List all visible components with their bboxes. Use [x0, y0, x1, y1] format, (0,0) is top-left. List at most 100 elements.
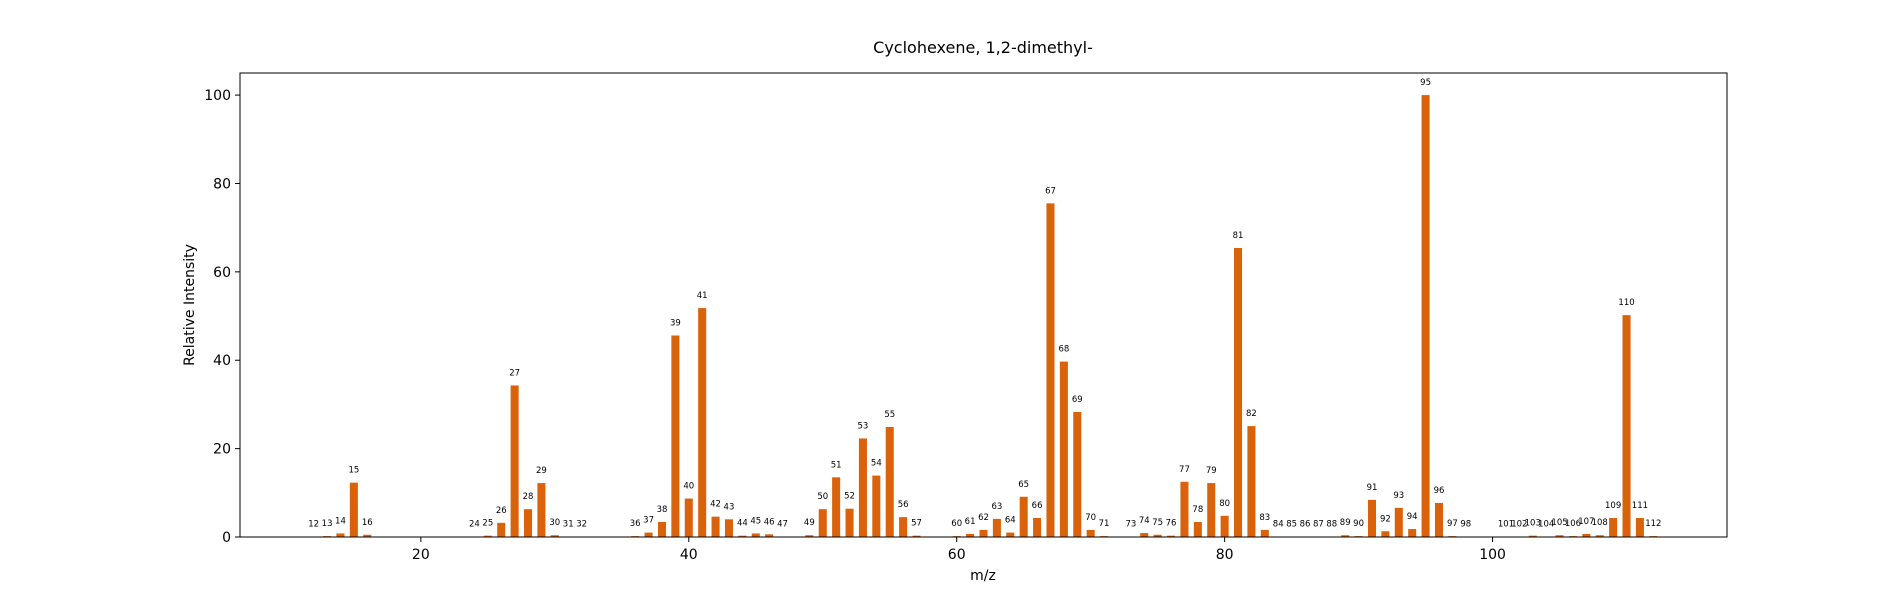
bar-mz-49 — [805, 535, 814, 537]
bar-label-mz-44: 44 — [737, 519, 748, 529]
bar-label-mz-55: 55 — [884, 410, 895, 420]
bar-label-mz-106: 106 — [1565, 519, 1581, 529]
bar-label-mz-110: 110 — [1618, 298, 1634, 308]
bar-mz-16 — [363, 534, 372, 537]
bar-mz-30 — [550, 535, 559, 537]
bar-label-mz-49: 49 — [804, 518, 815, 528]
bar-mz-77 — [1180, 481, 1189, 537]
bar-mz-80 — [1220, 515, 1229, 537]
bar-mz-44 — [738, 535, 747, 537]
bar-label-mz-112: 112 — [1645, 519, 1661, 529]
bar-mz-65 — [1019, 496, 1028, 537]
bar-label-mz-101: 101 — [1498, 520, 1514, 530]
bar-mz-39 — [671, 335, 680, 537]
bar-mz-76 — [1167, 535, 1176, 537]
bar-label-mz-32: 32 — [576, 520, 587, 530]
bar-label-mz-85: 85 — [1286, 520, 1297, 530]
bar-label-mz-26: 26 — [496, 506, 507, 516]
bar-label-mz-97: 97 — [1447, 519, 1458, 529]
bar-mz-81 — [1234, 247, 1243, 538]
bar-mz-107 — [1582, 533, 1591, 537]
y-tick-label-20: 20 — [213, 442, 231, 458]
bar-mz-103 — [1528, 535, 1537, 537]
bar-label-mz-74: 74 — [1139, 516, 1150, 526]
bar-mz-56 — [899, 517, 908, 537]
bar-label-mz-57: 57 — [911, 519, 922, 529]
bar-label-mz-109: 109 — [1605, 501, 1621, 511]
bar-mz-78 — [1193, 521, 1202, 537]
bar-label-mz-31: 31 — [563, 520, 574, 530]
bar-mz-61 — [966, 533, 975, 537]
bar-label-mz-46: 46 — [764, 517, 775, 527]
bar-label-mz-96: 96 — [1434, 486, 1445, 496]
bar-mz-74 — [1140, 533, 1149, 537]
bar-mz-45 — [751, 533, 760, 537]
bar-mz-89 — [1341, 535, 1350, 537]
x-tick-label-60: 60 — [948, 547, 966, 563]
bar-mz-29 — [537, 483, 546, 537]
bar-label-mz-12: 12 — [308, 520, 319, 530]
bar-label-mz-41: 41 — [697, 291, 708, 301]
bar-label-mz-39: 39 — [670, 318, 681, 328]
bar-label-mz-29: 29 — [536, 466, 547, 476]
bar-mz-62 — [979, 529, 988, 537]
bar-label-mz-81: 81 — [1233, 231, 1244, 241]
bar-label-mz-80: 80 — [1219, 499, 1230, 509]
bar-mz-75 — [1153, 534, 1162, 537]
bar-label-mz-91: 91 — [1367, 483, 1378, 493]
bar-mz-108 — [1595, 535, 1604, 537]
y-axis: 0 20 40 60 80 100 — [204, 88, 240, 546]
bar-label-mz-67: 67 — [1045, 186, 1056, 196]
bar-label-mz-78: 78 — [1192, 505, 1203, 515]
bar-mz-50 — [818, 509, 827, 537]
bar-mz-55 — [885, 426, 894, 537]
bar-label-mz-107: 107 — [1578, 517, 1594, 527]
bar-mz-15 — [349, 482, 358, 537]
bar-mz-79 — [1207, 483, 1216, 537]
bar-label-mz-63: 63 — [991, 502, 1002, 512]
bar-label-mz-90: 90 — [1353, 519, 1364, 529]
plot-frame — [239, 72, 1728, 538]
bar-mz-26 — [497, 522, 506, 537]
bar-mz-14 — [336, 533, 345, 537]
bar-label-mz-45: 45 — [750, 516, 761, 526]
bar-mz-93 — [1394, 507, 1403, 537]
bar-mz-67 — [1046, 203, 1055, 538]
bar-label-mz-51: 51 — [831, 460, 842, 470]
bar-label-mz-76: 76 — [1166, 519, 1177, 529]
bar-label-mz-52: 52 — [844, 492, 855, 502]
bar-mz-46 — [765, 534, 774, 537]
bar-label-mz-69: 69 — [1072, 395, 1083, 405]
bar-mz-54 — [872, 475, 881, 537]
bar-mz-94 — [1408, 529, 1417, 537]
bar-mz-91 — [1367, 499, 1377, 537]
bar-mz-83 — [1260, 529, 1269, 537]
bar-mz-111 — [1635, 518, 1644, 537]
bar-label-mz-30: 30 — [549, 518, 560, 528]
bar-label-mz-102: 102 — [1511, 520, 1527, 530]
bar-label-mz-70: 70 — [1085, 513, 1096, 523]
bar-label-mz-105: 105 — [1551, 518, 1567, 528]
bar-label-mz-62: 62 — [978, 513, 989, 523]
bar-label-mz-36: 36 — [630, 519, 641, 529]
bar-mz-38 — [657, 521, 667, 537]
x-tick-label-80: 80 — [1216, 547, 1234, 563]
bar-label-mz-50: 50 — [817, 492, 828, 502]
bar-label-mz-56: 56 — [898, 500, 909, 510]
bar-label-mz-83: 83 — [1259, 513, 1270, 523]
bar-label-mz-93: 93 — [1393, 491, 1404, 501]
bar-mz-41 — [698, 308, 707, 537]
bar-label-mz-92: 92 — [1380, 514, 1391, 524]
bar-label-mz-86: 86 — [1300, 520, 1311, 530]
bar-label-mz-95: 95 — [1420, 78, 1431, 88]
y-tick-label-80: 80 — [213, 176, 231, 192]
bar-label-mz-54: 54 — [871, 459, 882, 469]
bar-label-mz-15: 15 — [348, 466, 359, 476]
bar-mz-109 — [1609, 518, 1618, 537]
bar-label-mz-38: 38 — [657, 505, 668, 515]
y-tick-label-60: 60 — [213, 265, 231, 281]
bar-label-mz-104: 104 — [1538, 520, 1554, 530]
bar-label-mz-77: 77 — [1179, 465, 1190, 475]
bar-label-mz-64: 64 — [1005, 516, 1016, 526]
y-axis-title: Relative Intensity — [182, 244, 198, 366]
